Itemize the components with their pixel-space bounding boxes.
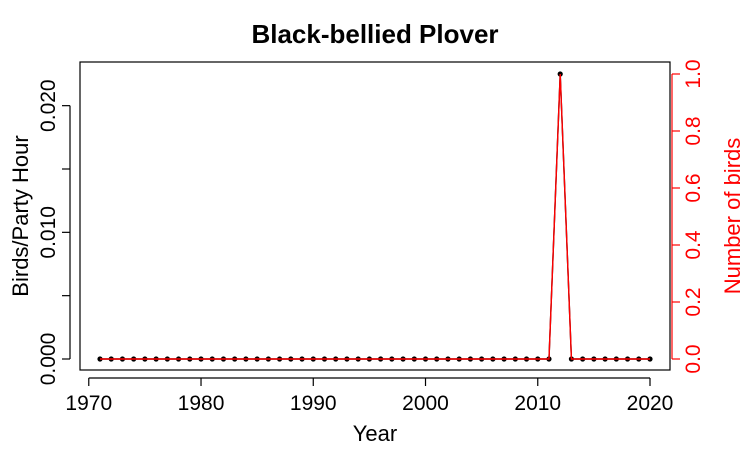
x-tick-label: 2000 bbox=[402, 392, 449, 415]
y2-axis-label: Number of birds bbox=[720, 138, 745, 295]
y-axis-label: Birds/Party Hour bbox=[8, 135, 33, 296]
y-axis-left: 0.000 0.010 0.020 bbox=[37, 79, 71, 386]
plot-area bbox=[79, 61, 671, 371]
chart-title: Black-bellied Plover bbox=[251, 19, 498, 49]
y2-tick-label: 0.2 bbox=[682, 287, 705, 316]
x-tick-label: 2020 bbox=[627, 392, 674, 415]
y-axis-right: 0.0 0.2 0.4 0.6 0.8 1.0 bbox=[671, 59, 705, 374]
x-tick-label: 1970 bbox=[65, 392, 112, 415]
series-line-number-of-birds bbox=[100, 73, 650, 360]
y-tick-label: 0.010 bbox=[37, 206, 60, 259]
y2-tick-label: 0.0 bbox=[682, 344, 705, 373]
x-tick-label: 1980 bbox=[178, 392, 225, 415]
x-axis: 1970 1980 1990 2000 2010 2020 bbox=[65, 377, 674, 415]
y2-tick-label: 1.0 bbox=[682, 59, 705, 88]
y2-tick-label: 0.6 bbox=[682, 173, 705, 202]
y-tick-label: 0.020 bbox=[37, 79, 60, 132]
y-tick-label: 0.000 bbox=[37, 333, 60, 386]
x-axis-label: Year bbox=[353, 421, 397, 446]
y2-tick-label: 0.4 bbox=[682, 230, 705, 260]
series-layer bbox=[97, 71, 653, 362]
x-tick-label: 2010 bbox=[514, 392, 561, 415]
series-line-birds-per-party-hour bbox=[100, 73, 650, 360]
y2-tick-label: 0.8 bbox=[682, 116, 705, 145]
x-tick-label: 1990 bbox=[290, 392, 337, 415]
